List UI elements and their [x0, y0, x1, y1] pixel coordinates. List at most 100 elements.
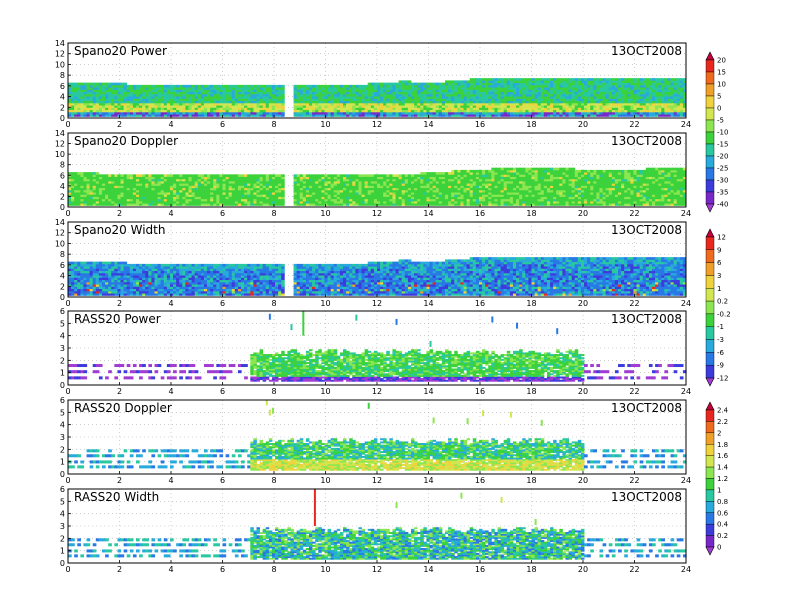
data-cell [160, 91, 165, 95]
data-cell [299, 111, 304, 115]
data-cell [132, 109, 137, 113]
data-cell [268, 194, 273, 197]
data-cell [262, 105, 267, 108]
data-cell [624, 80, 628, 84]
data-cell [185, 183, 189, 186]
data-cell [392, 105, 396, 108]
data-cell [318, 109, 322, 113]
data-cell [268, 109, 273, 113]
data-cell [383, 180, 387, 184]
data-cell [611, 102, 616, 106]
data-cell [203, 196, 208, 200]
data-cell [472, 194, 477, 197]
data-cell [454, 174, 458, 177]
data-cell [426, 172, 430, 175]
data-cell [237, 185, 242, 189]
data-cell [216, 102, 220, 106]
data-cell [197, 114, 202, 117]
data-cell [383, 203, 387, 206]
data-cell [148, 102, 152, 106]
data-cell [556, 80, 560, 84]
data-cell [296, 114, 301, 117]
data-cell [135, 183, 140, 186]
data-cell [574, 107, 579, 111]
data-cell [173, 185, 177, 189]
data-cell [670, 82, 675, 86]
data-cell [135, 196, 140, 200]
data-cell [86, 200, 91, 204]
data-cell [584, 114, 588, 117]
data-cell [89, 176, 94, 180]
data-cell [182, 194, 186, 197]
data-cell [627, 93, 631, 97]
data-cell [580, 98, 585, 102]
data-cell [565, 93, 569, 97]
data-cell [469, 189, 474, 193]
data-cell [265, 196, 270, 200]
data-cell [559, 91, 563, 95]
data-cell [74, 198, 78, 202]
data-cell [129, 93, 134, 97]
data-cell [169, 107, 174, 111]
data-cell [432, 172, 437, 175]
data-cell [169, 180, 174, 184]
data-cell [117, 98, 121, 102]
y-tick-label: 14 [55, 39, 65, 48]
data-cell [519, 82, 523, 86]
data-cell [367, 100, 372, 104]
data-cell [216, 98, 220, 102]
data-cell [330, 93, 335, 97]
data-cell [364, 178, 369, 182]
data-cell [550, 100, 554, 104]
data-cell [580, 78, 585, 81]
data-cell [497, 109, 501, 113]
data-cell [80, 174, 84, 177]
data-cell [417, 100, 421, 104]
data-cell [145, 102, 149, 106]
data-cell [435, 178, 440, 182]
data-cell [389, 93, 393, 97]
data-cell [312, 87, 316, 90]
data-cell [355, 198, 359, 202]
data-cell [475, 185, 480, 189]
data-cell [114, 87, 118, 90]
data-cell [324, 93, 328, 97]
data-cell [151, 196, 155, 200]
data-cell [432, 180, 437, 184]
data-cell [166, 102, 171, 106]
data-cell [531, 84, 535, 88]
data-cell [188, 176, 192, 180]
data-cell [154, 187, 159, 191]
data-cell [451, 91, 455, 95]
data-cell [370, 192, 375, 195]
data-cell [451, 109, 455, 113]
data-cell [639, 89, 644, 93]
data-cell [444, 185, 449, 189]
data-cell [108, 109, 112, 113]
data-cell [101, 107, 106, 111]
data-cell [346, 93, 350, 97]
data-cell [312, 198, 316, 202]
data-cell [432, 192, 437, 195]
data-cell [417, 98, 421, 102]
data-cell [271, 192, 276, 195]
data-cell [98, 109, 103, 113]
data-cell [216, 109, 220, 113]
data-cell [574, 96, 579, 99]
data-cell [460, 105, 464, 108]
data-cell [327, 174, 332, 177]
data-cell [482, 100, 486, 104]
data-cell [339, 192, 344, 195]
data-cell [275, 84, 279, 88]
data-cell [395, 107, 400, 111]
data-cell [309, 200, 313, 204]
data-cell [95, 178, 100, 182]
data-cell [380, 93, 384, 97]
data-cell [528, 111, 532, 115]
data-cell [506, 78, 511, 81]
data-cell [278, 91, 282, 95]
data-cell [160, 114, 165, 117]
data-cell [132, 87, 137, 90]
data-cell [98, 200, 103, 204]
data-cell [398, 196, 403, 200]
